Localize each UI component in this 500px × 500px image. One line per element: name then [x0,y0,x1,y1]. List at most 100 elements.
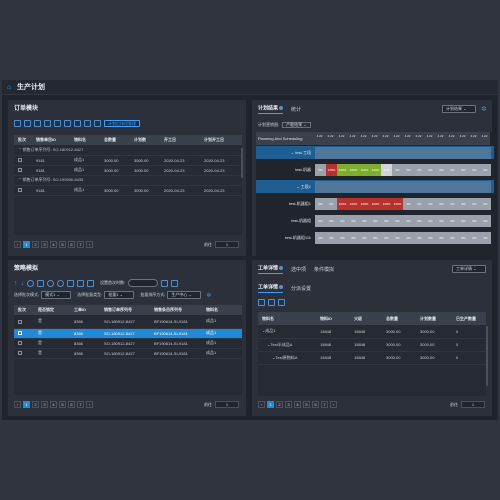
gantt-cell[interactable]: 100% [370,198,381,210]
gantt-cell[interactable]: 100% [359,198,370,210]
goto-input[interactable]: 1 [461,401,485,408]
gantt-cell[interactable]: 0% [403,232,414,244]
help-icon[interactable] [279,106,284,110]
gantt-cell[interactable]: 100% [370,164,381,176]
gantt-cell[interactable]: 0% [359,232,370,244]
chevron-down-icon[interactable]: ⌄ [267,341,271,347]
gantt-cell[interactable] [469,181,480,193]
page-button[interactable]: 7 [77,401,84,408]
gantt-cell[interactable]: 0% [458,164,469,176]
gantt-cell[interactable]: 0% [414,232,425,244]
gantt-cell[interactable]: 0% [326,232,337,244]
gantt-cell[interactable]: 0% [425,232,436,244]
page-button[interactable]: 1 [267,401,274,408]
batch-mode-select[interactable]: 模式1 ⌄ [41,291,72,299]
gantt-cell[interactable]: 0% [425,215,436,227]
tab-condition-sim[interactable]: 条件模拟 [314,266,335,273]
help-icon[interactable] [279,266,284,270]
tab-workorder-detail[interactable]: 工单详情 [258,266,284,275]
gantt-cell[interactable]: 0% [447,215,458,227]
tree-row[interactable]: ⌄成品1 15848 15848 3000.00 3000.00 0 [258,325,486,339]
expand-icon[interactable] [258,299,265,306]
hours-input[interactable] [128,279,159,287]
export-icon[interactable] [24,120,31,127]
gantt-cell[interactable]: 0% [458,215,469,227]
import-icon[interactable] [14,120,21,127]
gantt-cell[interactable] [447,181,458,193]
gantt-cell[interactable] [326,147,337,159]
row-checkbox[interactable] [18,168,22,173]
chevron-down-icon[interactable]: ⌄ [272,354,276,360]
gantt-row-name[interactable]: test-机器组1 [288,201,311,206]
row-checkbox[interactable] [18,319,22,324]
gantt-cell[interactable]: 0% [414,215,425,227]
table-row[interactable]: 是 8366 SO-180912-8427 BF190614-SI-9181 成… [14,315,242,329]
chart-icon[interactable] [84,120,91,127]
col-header[interactable]: 开工日 [160,135,200,145]
gantt-cell[interactable]: 0% [436,232,447,244]
calendar-icon[interactable] [87,279,94,287]
chevron-down-icon[interactable]: ⌄ [262,328,266,334]
col-header[interactable]: 销售条目序列号 [150,305,202,315]
col-header[interactable]: 工单ID [70,305,100,315]
gantt-row-name[interactable]: test-机器 [295,167,311,172]
workorder-select[interactable]: 工单详情 ⌄ [452,265,486,273]
gantt-cell[interactable]: 0% [469,232,480,244]
gantt-cell[interactable] [403,147,414,159]
next-page-button[interactable]: › [86,241,93,248]
gantt-cell[interactable]: 0% [392,232,403,244]
gantt-cell[interactable] [348,147,359,159]
clock-icon[interactable] [47,279,54,287]
pin-icon[interactable] [27,279,34,287]
gantt-cell[interactable]: 0% [414,198,425,210]
legend-select[interactable]: 产能结果 ⌄ [282,122,311,128]
grid-icon[interactable] [37,279,44,287]
gantt-cell[interactable]: 0% [326,198,337,210]
page-button[interactable]: 7 [321,401,328,408]
gantt-cell[interactable] [326,181,337,193]
home-icon[interactable]: ⌂ [7,83,12,91]
chevron-up-icon[interactable]: ⌃ [18,177,23,182]
gantt-cell[interactable] [414,181,425,193]
plan-result-select[interactable]: 计划结果 ⌄ [442,105,476,113]
page-button[interactable]: 5 [303,401,310,408]
col-header[interactable]: 总数量 [382,312,416,325]
gantt-cell[interactable]: 0% [348,232,359,244]
table-row[interactable]: 9181 成品1 3000.00 3000.00 2020-04-23 2020… [14,185,242,196]
unlock-icon[interactable] [54,120,61,127]
subtab-dispatch-settings[interactable]: 分派设置 [291,285,312,292]
page-button[interactable]: 4 [294,401,301,408]
gantt-cell[interactable]: 0% [370,215,381,227]
col-header[interactable]: 物料名 [70,135,100,145]
gantt-cell[interactable] [436,181,447,193]
table-row[interactable]: 是 8366 SO-180912-8427 BF190614-SI-9181 成… [14,348,242,359]
row-checkbox[interactable] [18,341,22,346]
gantt-cell[interactable]: 100% [326,164,337,176]
gantt-cell[interactable]: 0% [315,198,326,210]
col-header[interactable]: 销售单目ID [32,135,70,145]
gantt-cell[interactable]: 100% [337,164,348,176]
gantt-cell[interactable] [458,147,469,159]
page-button[interactable]: 5 [59,241,66,248]
sort-method-select[interactable]: 生产中心 ⌄ [167,291,202,299]
arrow-down-icon[interactable]: ↓ [20,279,25,287]
row-checkbox[interactable] [18,158,22,163]
gantt-cell[interactable] [436,147,447,159]
gantt-cell[interactable]: 0% [447,198,458,210]
gantt-cell[interactable]: 0% [447,232,458,244]
gantt-cell[interactable]: 0% [480,164,491,176]
prev-page-button[interactable]: ‹ [14,401,21,408]
gantt-cell[interactable]: 0% [436,164,447,176]
gantt-cell[interactable] [315,181,326,193]
gantt-cell[interactable]: 0% [414,164,425,176]
gantt-cell[interactable]: 0% [480,232,491,244]
gantt-cell[interactable]: 0% [392,164,403,176]
gantt-row-name[interactable]: ⌄ test-工段 [290,150,311,155]
col-header[interactable]: 物料名 [258,312,316,325]
page-button[interactable]: 6 [68,241,75,248]
orders-scrollbar[interactable] [241,148,243,178]
gantt-cell[interactable] [381,181,392,193]
gantt-cell[interactable]: 17% [381,164,392,176]
prev-page-button[interactable]: ‹ [14,241,21,248]
gantt-cell[interactable] [469,147,480,159]
